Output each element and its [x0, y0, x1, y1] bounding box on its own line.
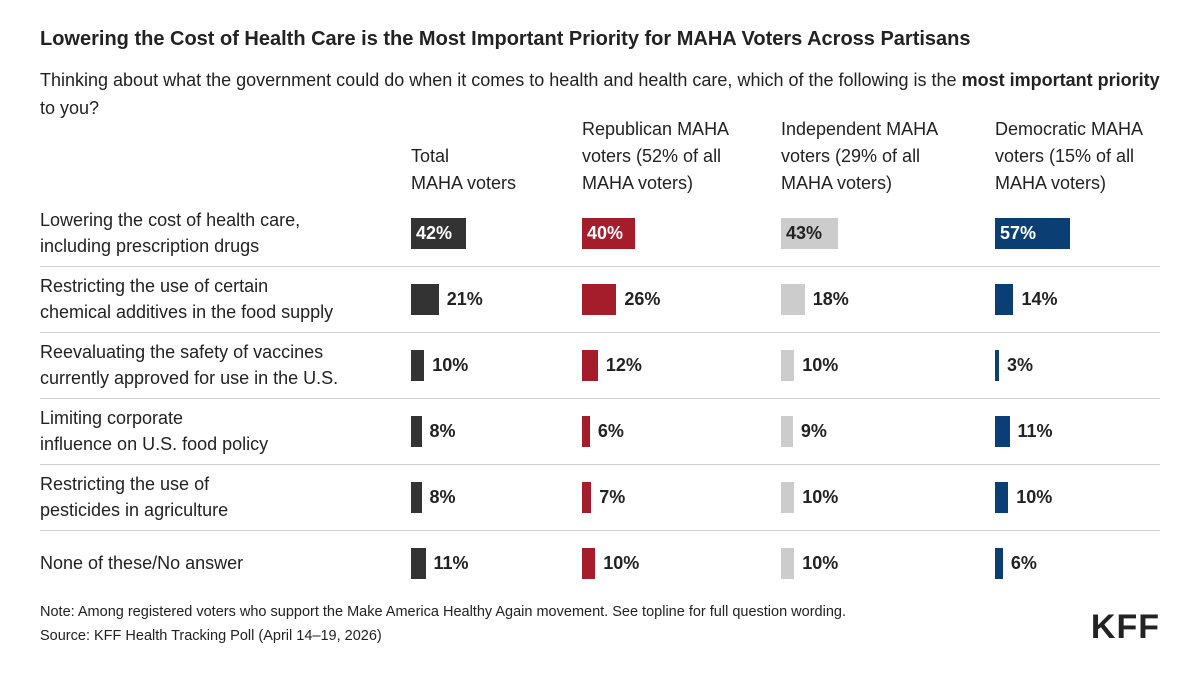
- row-separator: [40, 398, 1160, 399]
- value-label: 9%: [800, 420, 827, 441]
- bar: [411, 547, 426, 579]
- value-label: 40%: [587, 222, 624, 243]
- chart-subtitle: Thinking about what the government could…: [40, 66, 1160, 122]
- value-label: 10%: [802, 552, 839, 573]
- value-label: 18%: [812, 288, 849, 309]
- value-label: 10%: [432, 354, 469, 375]
- value-label: 10%: [603, 552, 640, 573]
- value-label: 10%: [802, 354, 839, 375]
- panel-header: Total MAHA voters: [411, 146, 517, 193]
- bar: [781, 481, 795, 513]
- bar: [995, 217, 1071, 249]
- bar: [582, 349, 598, 381]
- bar: [995, 415, 1010, 447]
- chart-title: Lowering the Cost of Health Care is the …: [40, 28, 971, 50]
- value-label: 6%: [597, 420, 624, 441]
- value-label: 11%: [433, 552, 469, 573]
- value-label: 26%: [624, 288, 661, 309]
- source: Source: KFF Health Tracking Poll (April …: [40, 628, 382, 644]
- category-label: Lowering the cost of health care, includ…: [40, 210, 301, 256]
- value-label: 11%: [1017, 420, 1053, 441]
- category-label: None of these/No answer: [40, 553, 244, 573]
- subtitle-text: Thinking about what the government could…: [40, 70, 957, 90]
- category-label: Reevaluating the safety of vaccines curr…: [40, 342, 339, 388]
- row-separator: [40, 530, 1160, 531]
- bar: [411, 217, 467, 249]
- row-separator: [40, 332, 1160, 333]
- bar: [781, 217, 838, 249]
- bar: [995, 283, 1014, 315]
- bar: [781, 283, 805, 315]
- bar: [781, 349, 795, 381]
- value-label: 21%: [446, 288, 483, 309]
- row-separator: [40, 464, 1160, 465]
- bar: [411, 415, 422, 447]
- bar: [995, 481, 1009, 513]
- bar: [781, 415, 793, 447]
- bar: [411, 481, 422, 513]
- value-label: 10%: [1016, 486, 1053, 507]
- panel-header: Republican MAHA voters (52% of all MAHA …: [582, 119, 730, 193]
- bar: [582, 547, 596, 579]
- value-label: 57%: [1000, 222, 1037, 243]
- bar: [995, 349, 999, 381]
- value-label: 14%: [1021, 288, 1058, 309]
- bar: [582, 481, 592, 513]
- value-label: 7%: [599, 486, 626, 507]
- bar: [582, 217, 635, 249]
- value-label: 42%: [416, 222, 453, 243]
- value-label: 10%: [802, 486, 839, 507]
- subtitle-emphasis: most important priority: [961, 70, 1160, 90]
- value-label: 8%: [429, 486, 456, 507]
- row-separator: [40, 266, 1160, 267]
- bar: [411, 349, 425, 381]
- bar: [411, 283, 439, 315]
- value-label: 43%: [786, 222, 823, 243]
- category-label: Restricting the use of pesticides in agr…: [40, 474, 229, 520]
- value-label: 3%: [1006, 354, 1033, 375]
- logo: KFF: [1090, 608, 1160, 646]
- panel-header: Independent MAHA voters (29% of all MAHA…: [781, 119, 939, 193]
- value-label: 6%: [1010, 552, 1037, 573]
- value-label: 12%: [605, 354, 642, 375]
- bar: [582, 415, 590, 447]
- category-label: Limiting corporate influence on U.S. foo…: [40, 408, 269, 454]
- bar: [781, 547, 795, 579]
- value-label: 8%: [429, 420, 456, 441]
- panel-header: Democratic MAHA voters (15% of all MAHA …: [995, 119, 1144, 193]
- note: Note: Among registered voters who suppor…: [40, 604, 846, 620]
- category-label: Restricting the use of certain chemical …: [40, 276, 334, 322]
- bar: [995, 547, 1003, 579]
- bar: [582, 283, 617, 315]
- subtitle-text: to you?: [40, 98, 100, 118]
